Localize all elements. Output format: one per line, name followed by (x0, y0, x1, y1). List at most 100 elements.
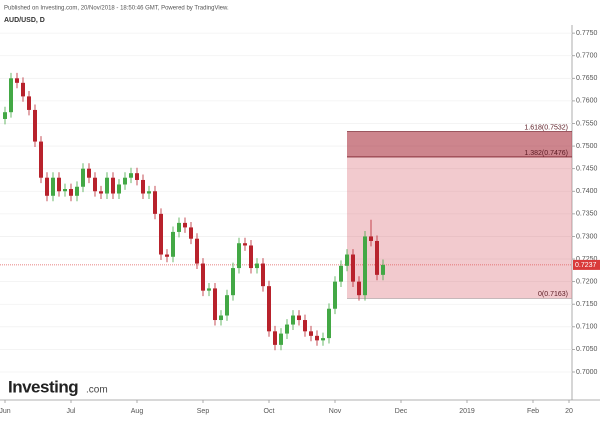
candle-body (315, 335, 319, 341)
candle-body (69, 189, 73, 196)
y-tick-label: 0.7400 (576, 188, 598, 195)
candle-body (3, 112, 7, 119)
candle-body (141, 179, 145, 194)
candle-body (153, 191, 157, 214)
y-tick-label: 0.7650 (576, 75, 598, 82)
y-tick-label: 0.7550 (576, 120, 598, 127)
fib-band (347, 131, 572, 157)
y-tick-label: 0.7450 (576, 166, 598, 173)
candle-body (369, 236, 373, 241)
y-tick-label: 0.7300 (576, 233, 598, 240)
candle-body (123, 177, 127, 185)
y-tick-label: 0.7000 (576, 369, 598, 376)
candle-body (33, 109, 37, 142)
candle-body (159, 213, 163, 255)
candle-body (201, 263, 205, 291)
candle-body (21, 82, 25, 97)
fib-label: 1.618(0.7532) (524, 124, 568, 131)
candle-body (57, 177, 61, 192)
candle-body (345, 254, 349, 266)
y-tick-label: 0.7500 (576, 143, 598, 150)
candle-body (279, 333, 283, 345)
candle-body (129, 173, 133, 178)
y-tick-label: 0.7350 (576, 211, 598, 218)
x-tick-label: Nov (329, 408, 342, 415)
x-tick-label: Feb (527, 408, 539, 415)
candle-body (285, 324, 289, 334)
candle-body (255, 263, 259, 269)
candle-body (177, 222, 181, 232)
candle-body (75, 186, 79, 196)
candle-body (375, 240, 379, 275)
candle-body (249, 245, 253, 269)
last-price-label: 0.7237 (575, 262, 597, 269)
y-tick-label: 0.7700 (576, 53, 598, 60)
candle-body (111, 177, 115, 194)
candle-body (291, 315, 295, 325)
candle-body (273, 331, 277, 345)
candle-body (117, 184, 121, 194)
candle-body (237, 243, 241, 269)
y-tick-label: 0.7200 (576, 278, 598, 285)
x-tick-label: Aug (131, 408, 144, 415)
candle-body (267, 286, 271, 332)
y-tick-label: 0.7100 (576, 324, 598, 331)
candle-body (225, 295, 229, 316)
candle-body (321, 338, 325, 341)
candle-body (261, 263, 265, 287)
candle-body (171, 231, 175, 257)
logo-name: Investing (8, 377, 78, 396)
candle-body (303, 320, 307, 332)
candle-body (309, 331, 313, 336)
x-tick-label: 20 (565, 408, 573, 415)
candle-body (135, 173, 139, 180)
y-tick-label: 0.7050 (576, 346, 598, 353)
candle-body (99, 191, 103, 194)
x-tick-label: 2019 (459, 408, 475, 415)
candle-body (381, 264, 385, 275)
y-tick-label: 0.7600 (576, 98, 598, 105)
candle-body (333, 281, 337, 309)
candle-body (93, 177, 97, 192)
y-tick-label: 0.7750 (576, 30, 598, 37)
candle-body (189, 227, 193, 239)
candle-body (351, 254, 355, 282)
x-tick-label: Jun (0, 408, 11, 415)
candle-body (231, 268, 235, 296)
candle-body (27, 96, 31, 110)
candle-body (87, 168, 91, 178)
candle-body (51, 177, 55, 196)
candle-body (81, 168, 85, 187)
candle-body (339, 265, 343, 282)
candle-body (183, 222, 187, 228)
fib-label: 1.382(0.7476) (524, 150, 568, 157)
candle-body (45, 177, 49, 196)
candle-body (195, 238, 199, 264)
candle-body (297, 315, 301, 321)
candle-body (219, 315, 223, 321)
candle-body (9, 78, 13, 113)
last-price-box (573, 259, 600, 270)
x-tick-label: Sep (197, 408, 210, 415)
candle-body (63, 189, 67, 192)
candle-body (243, 243, 247, 246)
x-tick-label: Jul (67, 408, 76, 415)
published-note: Published on Investing.com, 20/Nov/2018 … (4, 6, 229, 12)
candle-body (15, 78, 19, 83)
candle-body (213, 288, 217, 321)
candle-body (147, 191, 151, 194)
candle-body (39, 141, 43, 178)
y-tick-label: 0.7250 (576, 256, 598, 263)
candle-body (357, 281, 361, 296)
fib-label: 0(0.7163) (538, 291, 568, 298)
logo-suffix: .com (86, 385, 108, 396)
candle-body (105, 177, 109, 194)
candle-body (327, 308, 331, 339)
candle-body (363, 236, 367, 296)
candle-body (207, 288, 211, 291)
x-tick-label: Dec (395, 408, 408, 415)
x-tick-label: Oct (264, 408, 275, 415)
y-tick-label: 0.7150 (576, 301, 598, 308)
